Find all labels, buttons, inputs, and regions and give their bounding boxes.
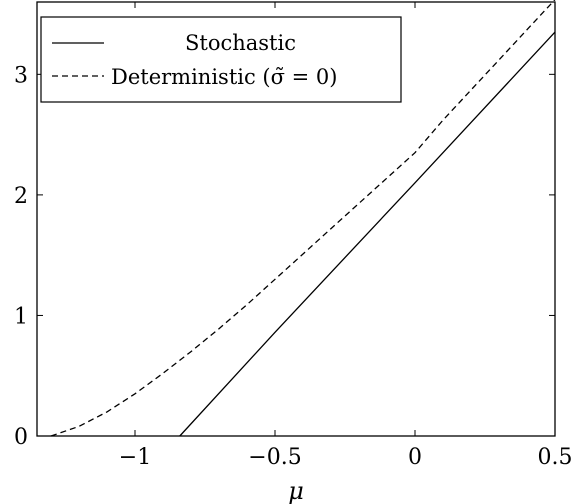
y-tick-label: 3	[14, 63, 28, 88]
x-tick-label: −1	[119, 445, 151, 470]
legend-label-stochastic: Stochastic	[185, 31, 296, 55]
legend: Stochastic Deterministic (σ̃ = 0)	[40, 16, 402, 103]
plot-frame	[36, 1, 556, 437]
x-tick-label: 0.5	[538, 445, 573, 470]
tick-marks	[37, 2, 556, 437]
series-line-stochastic	[179, 31, 556, 437]
legend-box	[40, 16, 402, 103]
y-tick-label: 2	[14, 184, 28, 209]
x-axis-label: μ	[288, 477, 304, 504]
y-tick-label: 0	[14, 425, 28, 450]
series-line-deterministic	[50, 0, 556, 437]
series-layer	[50, 0, 556, 437]
y-tick-label: 1	[14, 304, 28, 329]
legend-label-deterministic: Deterministic (σ̃ = 0)	[111, 65, 337, 89]
x-tick-label: −0.5	[248, 445, 301, 470]
tick-labels: −1 −0.5 0 0.5 0 1 2 3	[14, 63, 573, 470]
x-tick-label: 0	[408, 445, 422, 470]
